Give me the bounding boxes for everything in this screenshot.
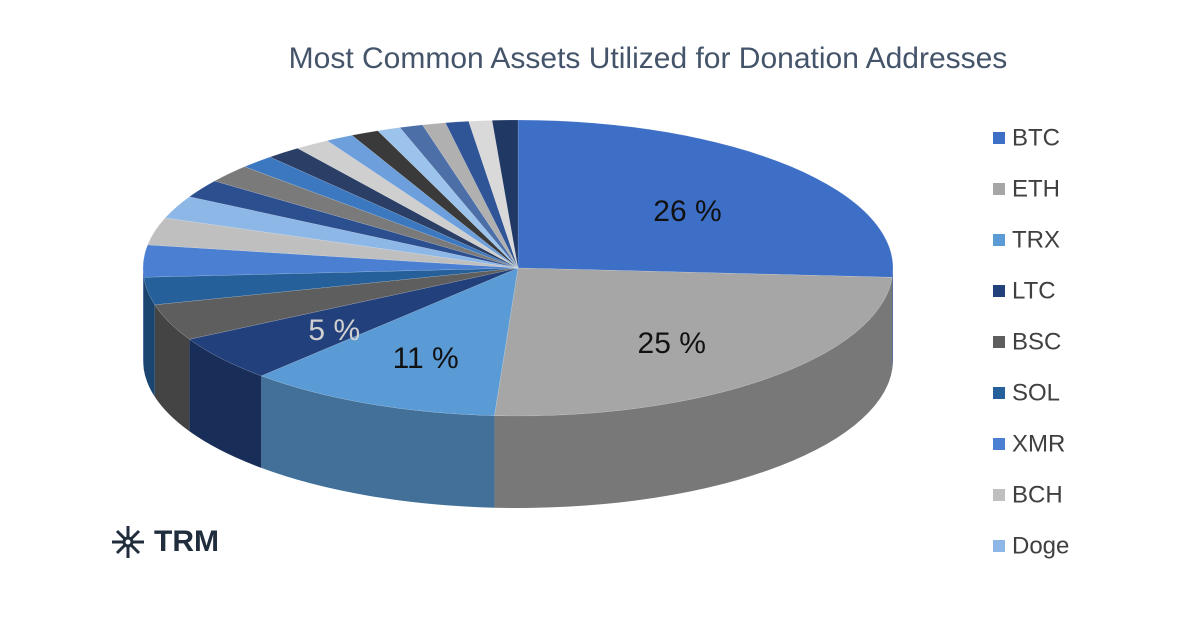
- legend-swatch: [993, 132, 1005, 144]
- slice: [491, 119, 519, 269]
- slice: [468, 120, 519, 269]
- slice: [445, 121, 519, 269]
- legend-label: LTC: [1012, 277, 1056, 304]
- legend-label: TRX: [1012, 226, 1060, 253]
- logo-icon: [112, 526, 144, 558]
- slice-side: [154, 304, 190, 432]
- slice: [296, 140, 519, 269]
- slice: [243, 156, 519, 269]
- slice: [517, 119, 894, 278]
- legend-label: SOL: [1012, 379, 1060, 406]
- slice-side: [143, 277, 155, 397]
- data-label: 5 %: [308, 314, 360, 347]
- slice-side: [892, 268, 894, 370]
- slice-side: [494, 277, 893, 508]
- slice: [377, 127, 519, 269]
- pie: 26 % 25 % 11 % 5 %: [142, 119, 894, 508]
- slice: [351, 130, 519, 269]
- slice: [142, 244, 519, 278]
- slice: [213, 166, 519, 269]
- slice: [188, 267, 519, 377]
- legend-label: XMR: [1012, 430, 1065, 457]
- legend-swatch: [993, 438, 1005, 450]
- slice-side: [189, 339, 262, 468]
- legend-label: ETH: [1012, 175, 1060, 202]
- legend-swatch: [993, 183, 1005, 195]
- slice: [143, 267, 519, 306]
- slice: [154, 267, 519, 340]
- slice: [188, 180, 519, 269]
- slice: [260, 267, 519, 416]
- legend-swatch: [993, 234, 1005, 246]
- legend-label: BSC: [1012, 328, 1061, 355]
- slice-side: [261, 375, 495, 508]
- legend-swatch: [993, 387, 1005, 399]
- slice: [494, 267, 893, 417]
- legend-swatch: [993, 489, 1005, 501]
- chart-title: Most Common Assets Utilized for Donation…: [289, 42, 1008, 75]
- legend-label: Doge: [1012, 532, 1069, 559]
- slice: [269, 147, 519, 269]
- slice: [147, 217, 519, 269]
- slice-side: [143, 268, 144, 370]
- logo-text: TRM: [154, 525, 219, 558]
- legend: BTC ETH TRX LTC BSC SOL XMR BCH Doge: [993, 124, 1069, 559]
- legend-label: BCH: [1012, 481, 1063, 508]
- data-label: 26 %: [653, 195, 721, 228]
- slice: [422, 122, 519, 269]
- legend-swatch: [993, 540, 1005, 552]
- legend-label: BTC: [1012, 124, 1060, 151]
- slice: [399, 124, 519, 269]
- data-label: 11 %: [393, 342, 459, 375]
- legend-swatch: [993, 336, 1005, 348]
- slice: [326, 135, 519, 269]
- data-label: 25 %: [638, 327, 706, 360]
- slice: [164, 196, 519, 269]
- legend-swatch: [993, 285, 1005, 297]
